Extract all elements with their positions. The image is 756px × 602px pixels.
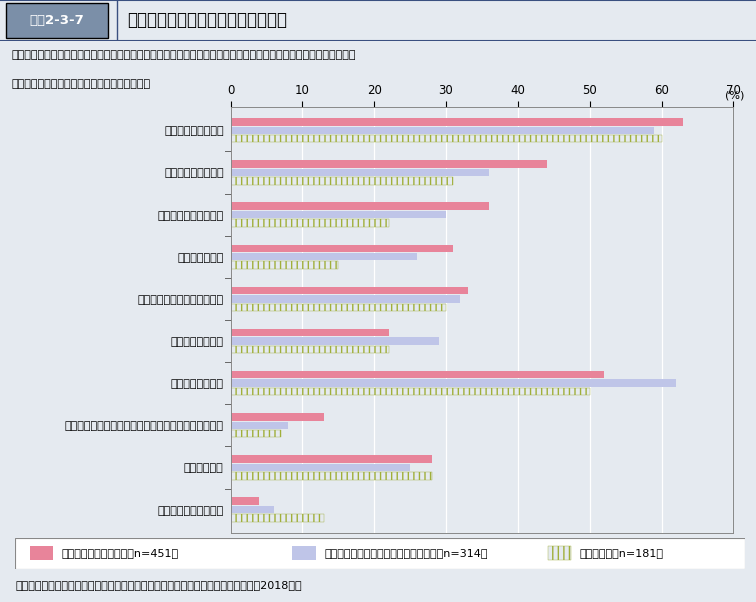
Bar <box>231 169 489 176</box>
Bar <box>547 547 571 560</box>
Bar <box>231 219 389 227</box>
Bar <box>231 160 547 168</box>
Bar <box>231 430 280 438</box>
Bar <box>231 295 460 303</box>
Bar <box>231 464 410 471</box>
Text: どのような相談機関に相談したいか: どのような相談機関に相談したいか <box>127 11 287 29</box>
Bar <box>231 253 417 261</box>
Bar <box>231 371 604 379</box>
Bar <box>231 337 438 345</box>
Bar <box>231 346 389 353</box>
Bar <box>231 211 446 219</box>
Text: 図表2-3-7: 図表2-3-7 <box>29 14 85 27</box>
Text: 【設問】（「相談機関に相談したい」とお答えの方）現在の状況を相談機関に相談するとすれば、どのような機関な: 【設問】（「相談機関に相談したい」とお答えの方）現在の状況を相談機関に相談すると… <box>11 51 356 60</box>
Bar <box>231 126 654 134</box>
Bar <box>231 261 338 269</box>
Bar <box>231 413 324 421</box>
Bar <box>231 514 324 522</box>
Bar <box>231 506 274 514</box>
Bar <box>231 329 389 337</box>
Bar <box>231 388 590 396</box>
Bar <box>29 547 53 560</box>
Bar <box>231 497 259 505</box>
Bar <box>231 287 467 294</box>
Text: 資料：厚生労働省政策統括官付政策評価官室委託「自立支援に関する意識調査」（2018年）: 資料：厚生労働省政策統括官付政策評価官室委託「自立支援に関する意識調査」（201… <box>15 580 302 591</box>
FancyBboxPatch shape <box>15 538 745 569</box>
Bar <box>231 472 432 480</box>
Bar <box>231 135 662 143</box>
Bar <box>231 118 683 126</box>
Text: (%): (%) <box>725 91 745 101</box>
FancyBboxPatch shape <box>6 3 108 38</box>
Bar <box>231 455 432 463</box>
Bar <box>231 303 446 311</box>
Bar <box>231 177 453 185</box>
Bar <box>231 421 288 429</box>
Bar <box>231 379 676 387</box>
Text: 身近に障害や病気を有する者がいる者（n=314）: 身近に障害や病気を有する者がいる者（n=314） <box>324 548 488 558</box>
Text: 障害や病気を有する者（n=451）: 障害や病気を有する者（n=451） <box>62 548 179 558</box>
Text: ら相談したいと思いますか。（いくつでも）: ら相談したいと思いますか。（いくつでも） <box>11 79 150 89</box>
Text: その他の者（n=181）: その他の者（n=181） <box>580 548 664 558</box>
Bar <box>293 547 316 560</box>
Bar <box>231 202 489 210</box>
Bar <box>231 244 453 252</box>
